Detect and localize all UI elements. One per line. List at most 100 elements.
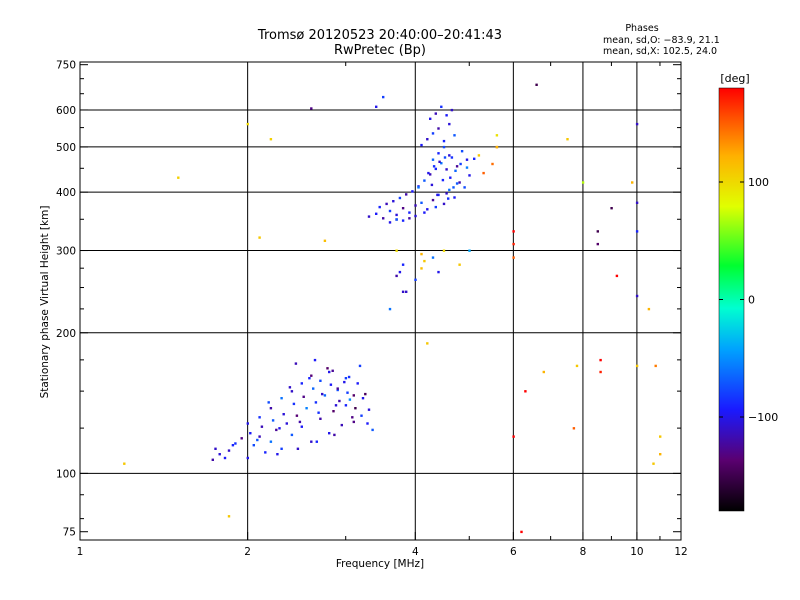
data-point (426, 138, 429, 141)
data-point (659, 453, 662, 456)
data-point (323, 394, 327, 397)
data-point (405, 193, 408, 196)
colorbar-label: [deg] (720, 72, 749, 85)
data-point (267, 401, 270, 404)
data-point (430, 183, 434, 187)
data-point (331, 369, 334, 372)
data-point (334, 404, 338, 407)
data-point (465, 166, 469, 169)
data-point (354, 407, 357, 410)
data-point (458, 263, 461, 266)
data-point (495, 134, 499, 137)
data-point (423, 179, 426, 182)
y-tick-label: 600 (56, 105, 76, 117)
data-point (426, 342, 429, 345)
data-point (218, 453, 221, 456)
data-point (292, 402, 296, 406)
data-point (258, 416, 261, 419)
data-point (366, 422, 369, 425)
x-tick-label: 1 (77, 546, 84, 558)
data-point (429, 173, 432, 176)
data-point (512, 242, 515, 246)
data-point (423, 259, 426, 263)
data-point (436, 193, 439, 197)
data-point (440, 105, 443, 108)
data-point (264, 451, 267, 454)
data-point (431, 198, 435, 202)
data-point (375, 105, 378, 108)
data-point (512, 435, 515, 438)
y-axis-title: Stationary phase Virtual Height [km] (39, 206, 51, 399)
data-point (367, 215, 371, 218)
data-point (338, 399, 341, 403)
data-point (445, 114, 448, 117)
data-point (308, 377, 311, 380)
data-point (524, 390, 527, 393)
data-point (652, 462, 655, 465)
data-point (256, 438, 259, 442)
data-point (360, 414, 363, 417)
data-point (288, 386, 292, 389)
data-point (440, 162, 443, 165)
data-point (459, 162, 462, 166)
data-point (321, 392, 324, 396)
data-point (364, 392, 367, 396)
data-point (392, 200, 395, 203)
data-point (615, 274, 619, 278)
data-point (332, 410, 335, 413)
data-point (313, 358, 317, 362)
data-point (298, 420, 302, 424)
data-point (442, 145, 446, 149)
phases-heading: Phases (625, 23, 658, 34)
data-point (420, 201, 423, 204)
x-axis-title: Frequency [MHz] (336, 558, 424, 570)
data-point (635, 201, 639, 204)
data-point (340, 423, 343, 427)
data-point (300, 382, 303, 385)
data-point (575, 364, 579, 368)
data-point (596, 230, 599, 233)
data-point (271, 419, 275, 422)
data-point (260, 425, 264, 428)
data-point (382, 95, 385, 99)
data-point (445, 192, 448, 195)
data-point (405, 290, 408, 293)
data-point (450, 156, 454, 159)
data-point (296, 447, 300, 450)
data-point (482, 171, 485, 175)
colorbar-tick-label: −100 (748, 411, 778, 424)
data-point (581, 181, 585, 184)
data-point (314, 401, 318, 404)
data-point (420, 267, 423, 270)
data-point (346, 391, 349, 394)
data-point (344, 377, 348, 380)
data-point (295, 414, 299, 417)
data-point (329, 383, 333, 386)
data-point (434, 205, 437, 209)
data-point (453, 196, 456, 199)
data-point (450, 108, 454, 112)
data-point (282, 413, 285, 416)
data-point (458, 181, 461, 184)
data-point (572, 427, 576, 430)
data-point (512, 256, 515, 259)
data-point (294, 362, 298, 365)
data-point (358, 364, 362, 368)
data-point (227, 515, 231, 518)
y-tick-label: 500 (56, 142, 76, 154)
data-point (432, 165, 436, 168)
y-tick-label: 75 (63, 527, 76, 539)
data-point (211, 458, 214, 461)
x-tick-label: 10 (630, 546, 643, 558)
data-point (258, 435, 261, 438)
data-point (437, 127, 440, 130)
phases-mean-x: mean, sd,X: 102.5, 24.0 (603, 46, 717, 57)
data-point (344, 404, 348, 407)
data-point (240, 437, 243, 440)
data-point (431, 158, 435, 161)
data-point (246, 456, 249, 460)
data-point (635, 230, 639, 233)
data-point (452, 186, 455, 189)
